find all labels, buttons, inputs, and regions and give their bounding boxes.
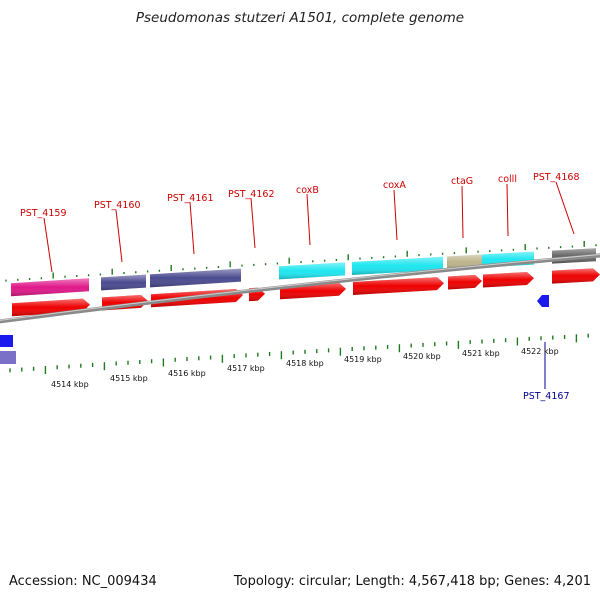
gene-label-ctag[interactable]: ctaG (451, 176, 473, 187)
cds-left-edge-blue[interactable] (0, 335, 13, 347)
cog-block-pst-4161-shade (150, 268, 241, 288)
gene-label-pst-4159[interactable]: PST_4159 (20, 208, 67, 219)
gene-label-colll[interactable]: colll (498, 174, 517, 185)
reverse-strand-features (0, 295, 549, 364)
gene-label-pst-4160[interactable]: PST_4160 (94, 200, 141, 211)
genome-backbone-highlight (0, 253, 600, 321)
cog-block-pst-4159-shade (11, 278, 89, 297)
kbp-label-4518: 4518 kbp (286, 359, 324, 368)
gene-label-pst-4167[interactable]: PST_4167 (523, 391, 570, 402)
cds-pst-4167[interactable] (537, 295, 549, 307)
gene-label-pst-4168[interactable]: PST_4168 (533, 172, 580, 183)
gene-label-coxb[interactable]: coxB (296, 185, 319, 196)
kbp-label-4514: 4514 kbp (51, 380, 89, 389)
cds-arrow-ctag-shade (448, 274, 482, 290)
genome-info-text: Topology: circular; Length: 4,567,418 bp… (233, 574, 591, 589)
kbp-label-4515: 4515 kbp (110, 374, 148, 383)
cog-category-row (11, 248, 596, 297)
cds-arrow-pst-4168-shade (552, 268, 600, 284)
kbp-label-4522: 4522 kbp (521, 347, 559, 356)
accession-text: Accession: NC_009434 (9, 574, 157, 589)
inner-tick-ring (9, 333, 589, 375)
cds-arrow-coxa-shade (353, 277, 444, 295)
kbp-label-4520: 4520 kbp (403, 352, 441, 361)
cog-block-coxb-shade (279, 262, 345, 280)
gene-label-pst-4162[interactable]: PST_4162 (228, 189, 275, 200)
outer-tick-ring (5, 240, 597, 282)
gene-labels: PST_4159 PST_4160 PST_4161 PST_4162 coxB… (20, 172, 580, 402)
kbp-label-4517: 4517 kbp (227, 364, 265, 373)
label-pointer-lines (43, 181, 575, 389)
gene-label-pst-4161[interactable]: PST_4161 (167, 193, 214, 204)
kbp-label-4521: 4521 kbp (462, 349, 500, 358)
cog-block-coxa-shade (352, 256, 443, 276)
genome-backbone (0, 253, 600, 324)
cds-arrow-colll-shade (483, 271, 534, 288)
kbp-label-4519: 4519 kbp (344, 355, 382, 364)
map-title: Pseudomonas stutzeri A1501, complete gen… (135, 10, 465, 26)
kbp-label-4516: 4516 kbp (168, 369, 206, 378)
cog-left-edge-lavender[interactable] (0, 351, 16, 364)
cog-block-pst-4160-shade (101, 274, 146, 291)
gene-label-coxa[interactable]: coxA (383, 180, 406, 191)
kbp-scale-labels: 4514 kbp 4515 kbp 4516 kbp 4517 kbp 4518… (51, 347, 559, 389)
